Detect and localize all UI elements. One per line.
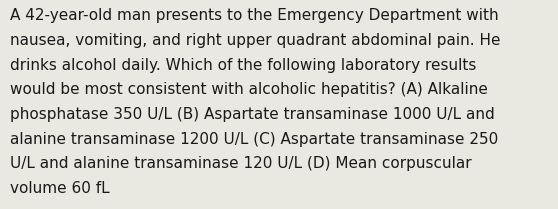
Text: volume 60 fL: volume 60 fL — [10, 181, 110, 196]
Text: drinks alcohol daily. Which of the following laboratory results: drinks alcohol daily. Which of the follo… — [10, 58, 477, 73]
Text: A 42-year-old man presents to the Emergency Department with: A 42-year-old man presents to the Emerge… — [10, 8, 499, 23]
Text: phosphatase 350 U/L (B) Aspartate transaminase 1000 U/L and: phosphatase 350 U/L (B) Aspartate transa… — [10, 107, 495, 122]
Text: U/L and alanine transaminase 120 U/L (D) Mean corpuscular: U/L and alanine transaminase 120 U/L (D)… — [10, 156, 472, 171]
Text: would be most consistent with alcoholic hepatitis? (A) Alkaline: would be most consistent with alcoholic … — [10, 82, 488, 97]
Text: nausea, vomiting, and right upper quadrant abdominal pain. He: nausea, vomiting, and right upper quadra… — [10, 33, 501, 48]
Text: alanine transaminase 1200 U/L (C) Aspartate transaminase 250: alanine transaminase 1200 U/L (C) Aspart… — [10, 132, 498, 147]
